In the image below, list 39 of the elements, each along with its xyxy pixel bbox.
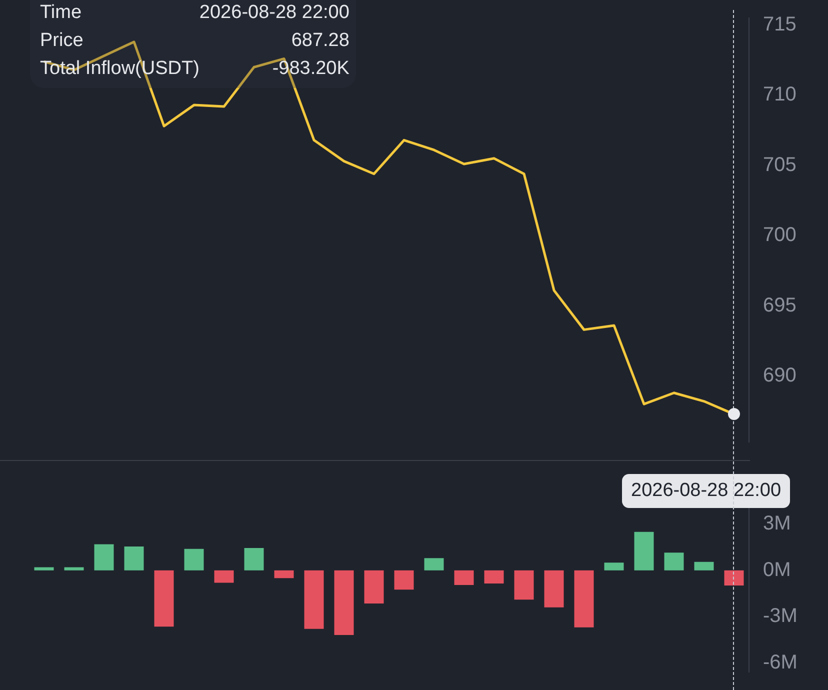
y-tick-label: 700	[763, 224, 796, 246]
bar	[34, 567, 54, 570]
annotation: Time	[40, 2, 83, 24]
bar	[244, 548, 264, 570]
y-tick-label: 710	[763, 84, 796, 106]
bar	[424, 558, 444, 570]
bar	[124, 546, 144, 570]
annotation: 2026-08-28 22:00	[199, 2, 350, 24]
y-tick-label: 690	[763, 364, 796, 387]
bar	[214, 570, 234, 583]
bar	[184, 548, 204, 570]
y-tick-label: 705	[763, 154, 796, 176]
annotation: Price	[40, 30, 84, 52]
bar	[634, 532, 654, 570]
bar	[304, 570, 324, 629]
annotation: 2026-08-28 22:00	[622, 474, 790, 508]
bar	[94, 544, 114, 570]
y-tick-label: 3M	[763, 512, 791, 535]
y-tick-label: 695	[763, 294, 796, 316]
annotation: 687.28	[290, 30, 350, 52]
bar	[724, 570, 744, 586]
y-tick-label: -6M	[763, 651, 798, 674]
bar	[694, 562, 714, 570]
bar	[484, 570, 504, 584]
y-tick-label: -3M	[763, 605, 798, 628]
y-tick-label: 0M	[763, 558, 791, 581]
bar	[664, 552, 684, 570]
bar	[514, 570, 534, 600]
bar	[364, 570, 384, 604]
y-tick-label: 715	[763, 14, 796, 36]
bar	[454, 570, 474, 586]
bar	[574, 570, 594, 628]
bar	[544, 570, 564, 608]
bar	[64, 567, 84, 570]
bar	[394, 570, 414, 590]
bar	[274, 570, 294, 578]
bar	[334, 570, 354, 636]
bar	[604, 562, 624, 570]
bar	[154, 570, 174, 627]
